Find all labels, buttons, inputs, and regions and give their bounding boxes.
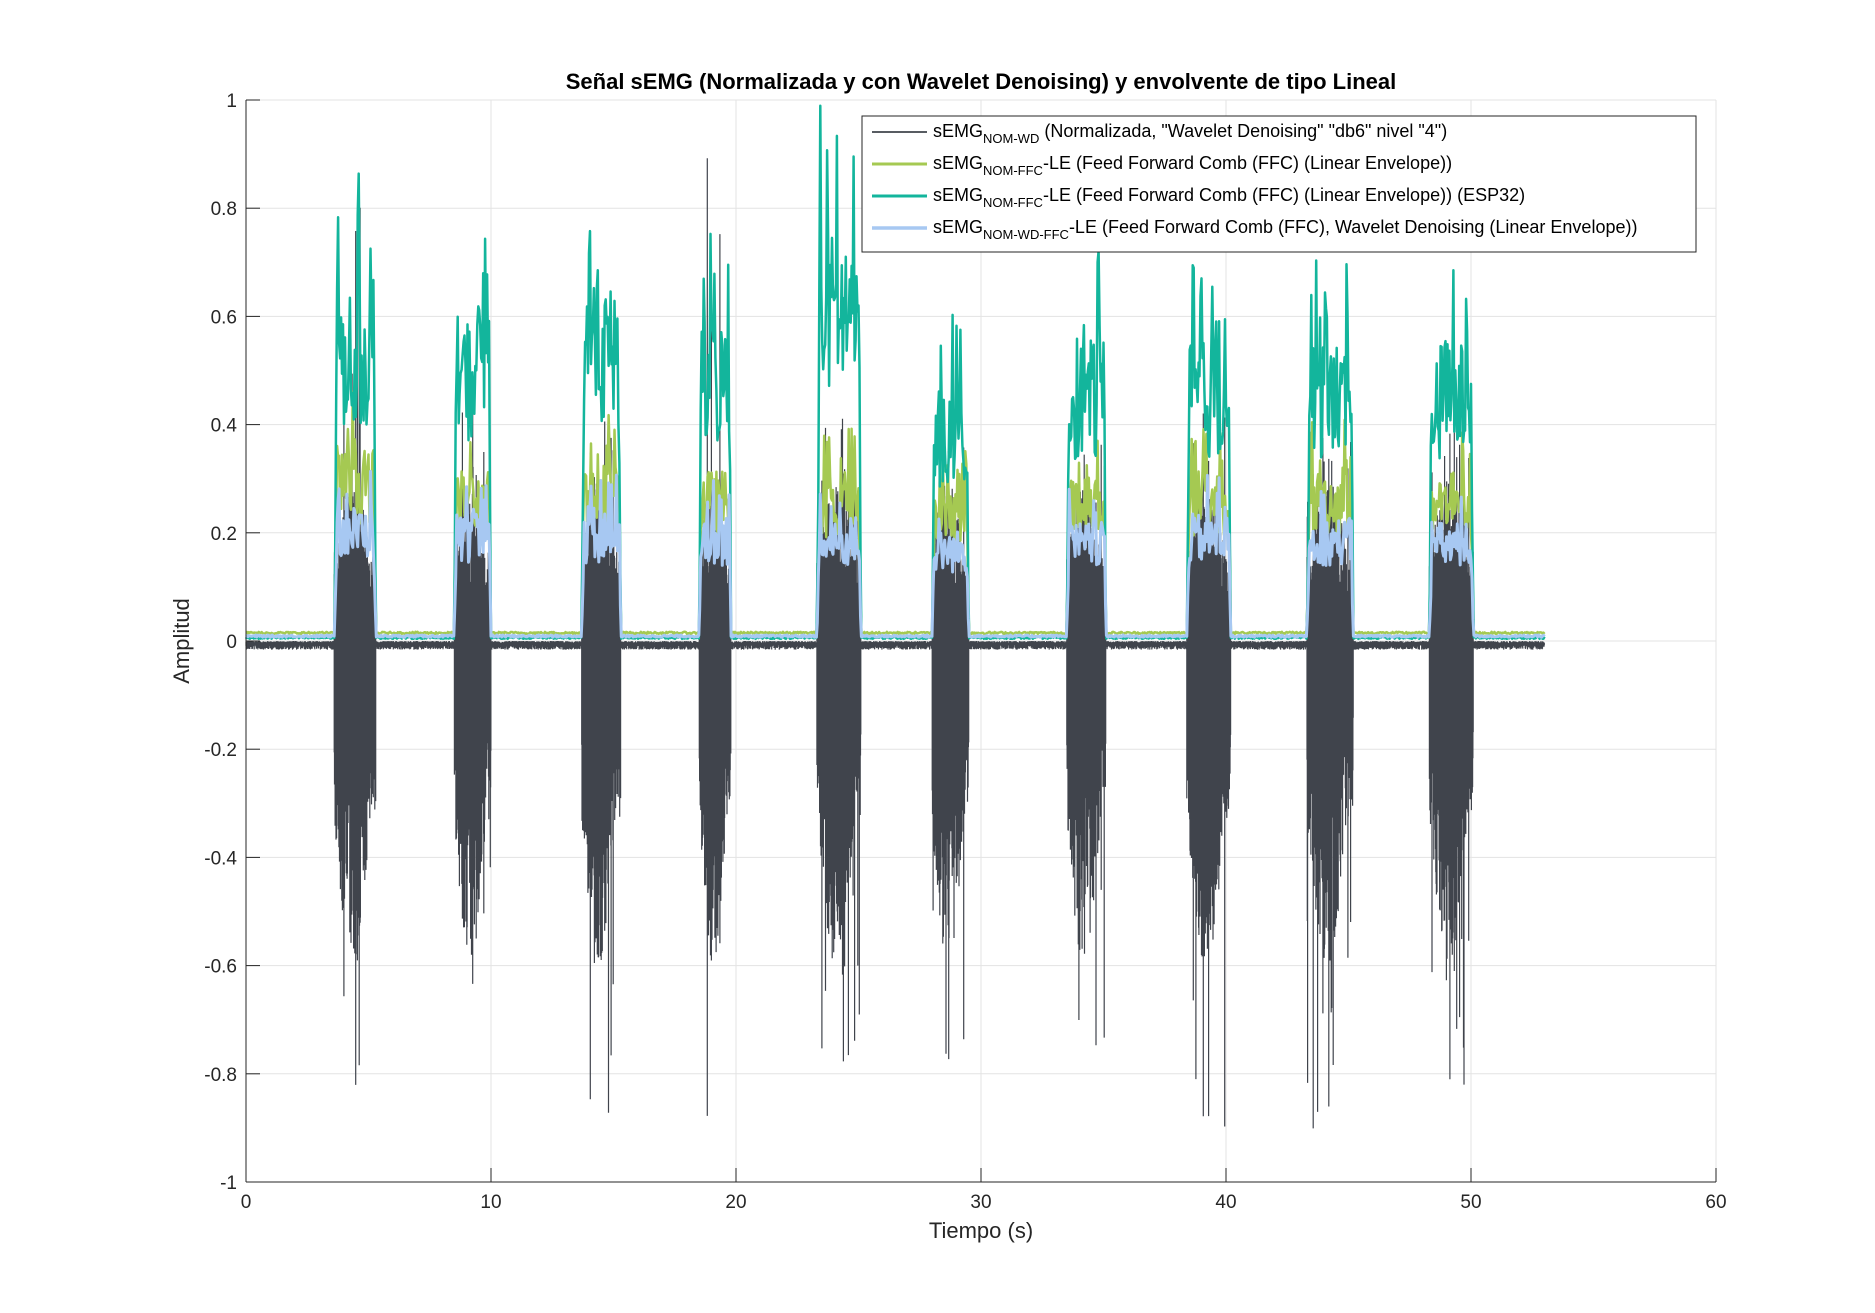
legend-label-base: sEMG [933, 121, 983, 141]
legend-box [861, 115, 1697, 253]
legend-label-subscript: NOM-FFC [983, 195, 1043, 210]
y-tick-label: 0.2 [211, 524, 237, 545]
x-tick-label: 30 [970, 1192, 991, 1213]
legend-label-raw: sEMGNOM-WD (Normalizada, "Wavelet Denois… [933, 121, 1447, 146]
y-tick-label: 1 [226, 91, 237, 112]
legend-label-description: (Normalizada, "Wavelet Denoising" "db6" … [1039, 121, 1447, 141]
legend-label-subscript: NOM-WD [983, 131, 1039, 146]
legend-label-le: sEMGNOM-FFC-LE (Feed Forward Comb (FFC) … [933, 153, 1452, 178]
y-tick-label: 0 [226, 632, 237, 653]
chart-title: Señal sEMG (Normalizada y con Wavelet De… [566, 69, 1397, 94]
y-axis-label: Amplitud [169, 598, 194, 684]
x-tick-label: 60 [1705, 1192, 1726, 1213]
y-tick-label: 0.6 [211, 307, 237, 328]
legend-label-description: -LE (Feed Forward Comb (FFC) (Linear Env… [1043, 185, 1525, 205]
legend-label-description: -LE (Feed Forward Comb (FFC) (Linear Env… [1043, 153, 1452, 173]
legend-label-subscript: NOM-WD-FFC [983, 227, 1069, 242]
y-ticks: -1 -0.8 -0.6 -0.4 -0.2 0 0.2 0.4 0.6 0.8 1 [204, 91, 260, 1194]
legend-label-base: sEMG [933, 217, 983, 237]
legend-label-wd: sEMGNOM-WD-FFC-LE (Feed Forward Comb (FF… [933, 217, 1637, 242]
legend-label-esp: sEMGNOM-FFC-LE (Feed Forward Comb (FFC) … [933, 185, 1525, 210]
x-tick-label: 10 [480, 1192, 501, 1213]
x-tick-label: 40 [1215, 1192, 1236, 1213]
legend-label-base: sEMG [933, 185, 983, 205]
x-tick-label: 20 [725, 1192, 746, 1213]
series-layer [244, 104, 1546, 1129]
y-tick-label: -0.6 [204, 957, 237, 978]
x-ticks: 0 10 20 30 40 50 60 [241, 1168, 1727, 1213]
y-tick-label: -1 [220, 1173, 237, 1194]
series-line-wd [245, 469, 1546, 639]
legend: sEMGNOM-WD (Normalizada, "Wavelet Denois… [861, 115, 1697, 253]
y-tick-label: -0.8 [204, 1065, 237, 1086]
legend-label-base: sEMG [933, 153, 983, 173]
x-axis-label: Tiempo (s) [929, 1218, 1033, 1243]
legend-label-subscript: NOM-FFC [983, 163, 1043, 178]
x-tick-label: 50 [1460, 1192, 1481, 1213]
y-tick-label: 0.8 [211, 199, 237, 220]
x-tick-label: 0 [241, 1192, 252, 1213]
y-tick-label: -0.2 [204, 740, 237, 761]
y-tick-label: -0.4 [204, 848, 237, 869]
legend-label-description: -LE (Feed Forward Comb (FFC), Wavelet De… [1069, 217, 1638, 237]
y-tick-label: 0.4 [211, 416, 238, 437]
